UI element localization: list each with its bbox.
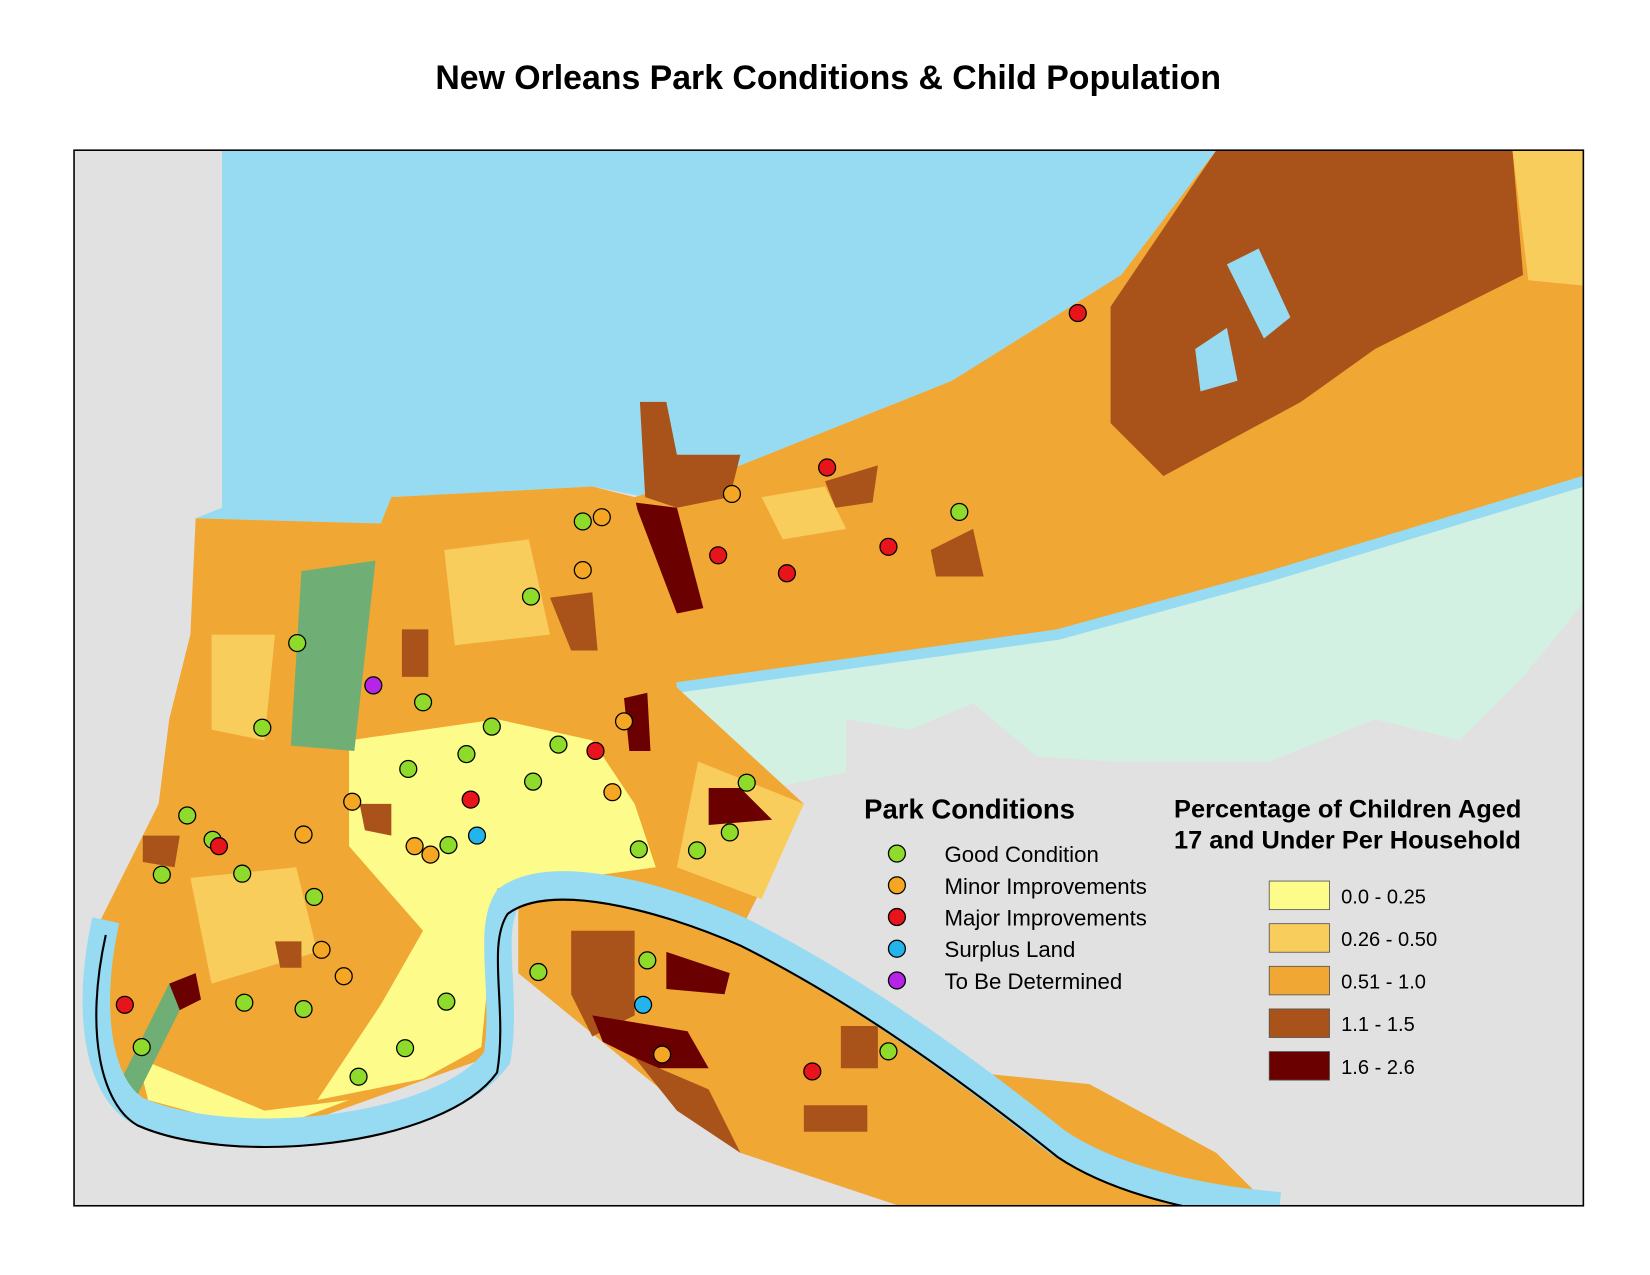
- legend-title: Percentage of Children Aged: [1174, 796, 1521, 824]
- park-point: [638, 951, 657, 970]
- park-legend: Park Conditions Good Condition Minor Impr…: [864, 794, 1147, 994]
- park-point: [439, 836, 458, 855]
- park-point: [132, 1038, 151, 1057]
- park-point: [288, 633, 307, 653]
- park-point: [614, 712, 634, 731]
- legend-swatch: [1268, 1051, 1330, 1081]
- legend-marker: [887, 971, 907, 990]
- park-point: [709, 546, 728, 565]
- park-point: [687, 841, 707, 860]
- legend-label: 0.26 - 0.50: [1341, 929, 1437, 951]
- park-point: [629, 840, 648, 859]
- park-point: [396, 1039, 415, 1058]
- map-frame: [73, 149, 1585, 1207]
- park-point: [178, 806, 197, 825]
- park-point: [334, 967, 353, 986]
- legend-label: 1.6 - 2.6: [1341, 1057, 1415, 1079]
- park-point: [233, 864, 252, 883]
- park-point: [818, 458, 837, 477]
- legend-marker: [887, 939, 907, 958]
- park-point: [461, 790, 480, 809]
- legend-swatch: [1268, 880, 1330, 911]
- legend-marker: [887, 876, 907, 895]
- park-point: [529, 962, 548, 982]
- park-point: [343, 792, 362, 811]
- legend-label: Major Improvements: [945, 905, 1147, 930]
- legend-label: Good Condition: [945, 842, 1099, 867]
- park-point: [405, 837, 424, 856]
- park-legend-title: Park Conditions: [864, 794, 1075, 825]
- park-point: [467, 826, 487, 845]
- legend-label: 0.0 - 0.25: [1341, 886, 1426, 908]
- park-point: [235, 993, 254, 1012]
- park-point: [457, 745, 476, 764]
- park-point: [879, 1042, 898, 1061]
- park-point: [653, 1045, 672, 1064]
- park-point: [421, 845, 440, 864]
- park-point: [152, 865, 171, 884]
- park-point: [879, 537, 898, 556]
- legend-marker: [887, 844, 907, 863]
- park-point: [437, 992, 456, 1011]
- park-point: [573, 561, 592, 580]
- park-point: [294, 825, 313, 844]
- park-point: [253, 718, 272, 737]
- park-point: [521, 587, 541, 606]
- park-point: [720, 823, 739, 842]
- legend-swatch: [1268, 965, 1330, 996]
- legend-marker: [887, 907, 907, 927]
- legend-swatch: [1268, 1008, 1330, 1038]
- park-point: [399, 759, 418, 779]
- park-point: [312, 940, 331, 959]
- park-point: [737, 773, 756, 792]
- legend-label: 0.51 - 1.0: [1341, 972, 1426, 994]
- legend-label: Minor Improvements: [945, 874, 1147, 899]
- park-point: [950, 502, 969, 522]
- park-point: [523, 772, 543, 791]
- park-point: [209, 837, 229, 856]
- legend-label: To Be Determined: [945, 969, 1123, 994]
- park-point: [482, 717, 501, 736]
- park-point: [592, 508, 611, 527]
- park-point: [722, 484, 742, 504]
- park-point: [305, 887, 324, 907]
- park-point: [803, 1062, 822, 1081]
- park-point: [349, 1067, 368, 1086]
- map-title: New Orleans Park Conditions & Child Popu…: [435, 59, 1221, 97]
- legend-label: 1.1 - 1.5: [1341, 1014, 1415, 1036]
- park-point: [413, 693, 433, 712]
- park-point: [364, 676, 383, 695]
- legend-swatch: [1268, 923, 1330, 953]
- map-body: [74, 150, 1584, 1206]
- legend-label: Surplus Land: [945, 937, 1076, 962]
- park-point: [549, 735, 568, 754]
- park-points: [115, 303, 1087, 1086]
- park-point: [586, 741, 605, 761]
- park-point: [115, 995, 134, 1014]
- park-point: [633, 995, 653, 1014]
- park-point: [573, 512, 592, 531]
- park-point: [1068, 303, 1087, 323]
- park-point: [603, 783, 622, 802]
- legend-title: 17 and Under Per Household: [1174, 826, 1521, 854]
- park-point: [777, 564, 797, 583]
- park-point: [294, 999, 313, 1019]
